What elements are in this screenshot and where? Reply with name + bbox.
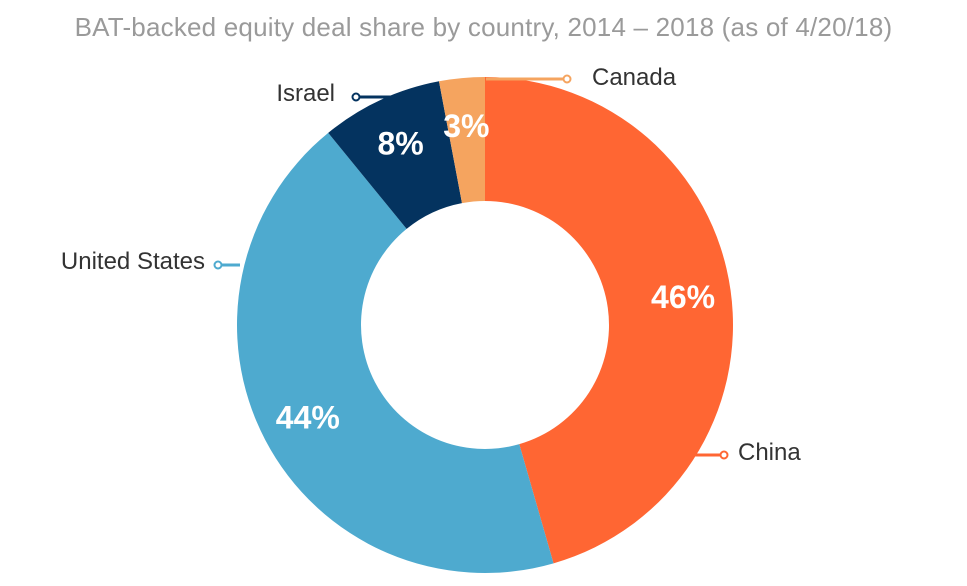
leader-dot-united-states <box>213 260 223 270</box>
chart-title: BAT-backed equity deal share by country,… <box>74 12 893 42</box>
slice-canada <box>438 77 485 204</box>
category-label-china: China <box>738 439 801 466</box>
slice-united-states <box>236 132 554 573</box>
leader-dot-canada <box>562 74 572 84</box>
value-label-canada: 3% <box>443 108 489 144</box>
value-label-china: 46% <box>651 279 715 315</box>
slice-israel <box>328 81 462 229</box>
category-label-israel: Israel <box>276 80 335 107</box>
category-label-united-states: United States <box>61 248 205 275</box>
leader-dot-china <box>719 450 729 460</box>
leader-dot-israel <box>351 92 361 102</box>
value-label-united-states: 44% <box>276 400 340 436</box>
slice-china <box>485 77 733 564</box>
value-label-israel: 8% <box>378 126 424 162</box>
category-label-canada: Canada <box>592 64 677 91</box>
